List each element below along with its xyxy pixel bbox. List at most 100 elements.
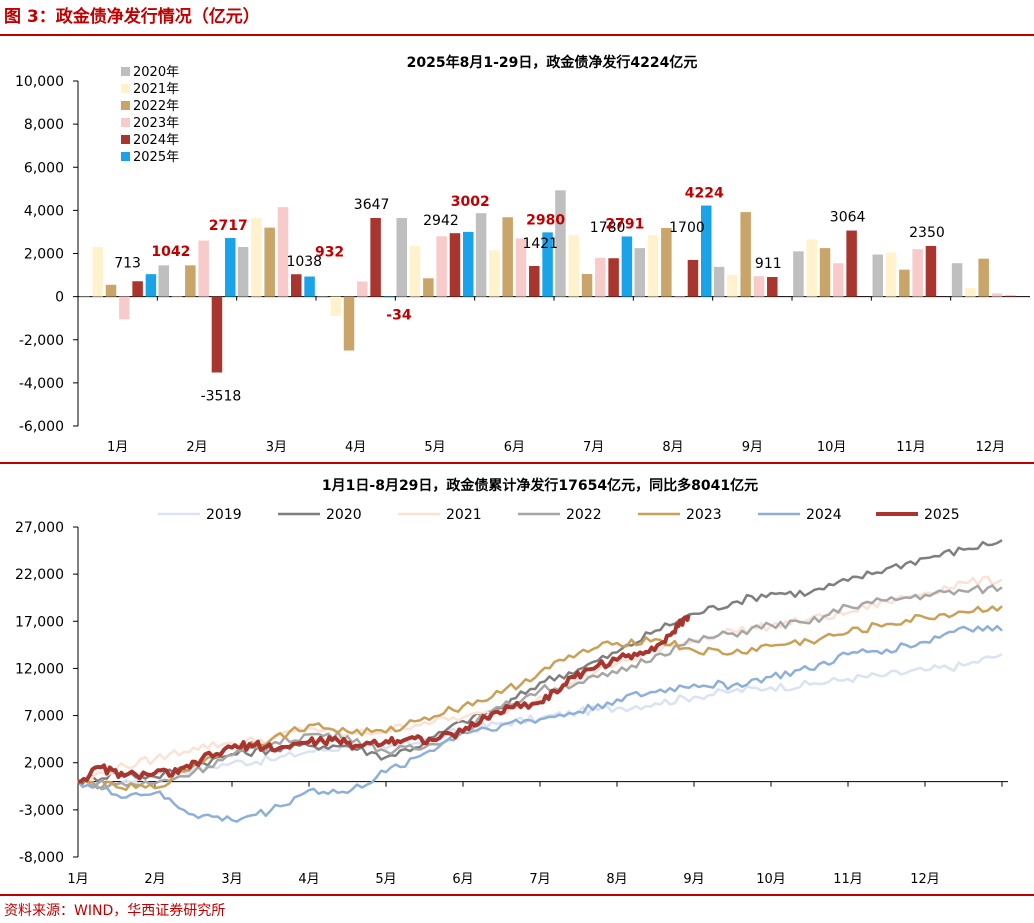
legend-swatch — [121, 84, 130, 93]
y-tick-label: -3,000 — [19, 803, 64, 819]
legend-label: 2022 — [566, 507, 602, 523]
y-tick-label: 2,000 — [24, 756, 64, 772]
bottom-rule — [0, 894, 1034, 896]
bar — [409, 245, 421, 297]
bar — [211, 296, 223, 373]
bar — [237, 247, 249, 297]
data-label-2025: 4224 — [685, 186, 724, 202]
bar — [449, 233, 461, 297]
legend-label: 2023 — [686, 507, 722, 523]
x-tick-label: 2月 — [144, 872, 165, 887]
x-tick-label: 6月 — [504, 440, 525, 455]
legend-swatch — [121, 67, 130, 76]
y-tick-label: 7,000 — [24, 709, 64, 725]
bar — [621, 236, 633, 297]
bar — [225, 238, 236, 297]
series-line — [77, 614, 691, 784]
bar — [185, 265, 196, 297]
bar — [542, 232, 553, 297]
line-chart-title: 1月1日-8月29日，政金债累计净发行17654亿元，同比多8041亿元 — [322, 477, 758, 494]
data-label-2025: 1042 — [151, 244, 190, 260]
x-tick-label: 3月 — [221, 872, 242, 887]
bar — [965, 288, 976, 297]
x-tick-label: 3月 — [266, 440, 287, 455]
bar — [502, 217, 513, 297]
legend-label: 2020 — [326, 507, 362, 523]
bar — [793, 251, 804, 297]
bar — [951, 263, 963, 297]
legend-label: 2024年 — [133, 133, 179, 148]
y-tick-label: 27,000 — [15, 520, 64, 536]
bar — [383, 296, 395, 298]
data-label-2025: 2980 — [526, 212, 565, 228]
y-tick-label: 8,000 — [24, 117, 64, 133]
figure-title: 图 3：政金债净发行情况（亿元） — [4, 7, 260, 27]
bar — [713, 266, 725, 297]
bar — [687, 259, 699, 297]
bar — [515, 238, 527, 297]
series-line — [77, 624, 1003, 823]
data-label-2025: 3002 — [451, 194, 490, 210]
bar — [595, 257, 606, 297]
y-tick-label: 6,000 — [24, 160, 64, 176]
bar — [833, 263, 844, 297]
data-label-2025: 932 — [315, 245, 344, 261]
bar — [608, 258, 619, 297]
x-tick-label: 7月 — [583, 440, 604, 455]
y-tick-label: 17,000 — [15, 614, 64, 630]
x-tick-label: 10月 — [817, 440, 847, 455]
bar — [701, 205, 712, 297]
bar — [317, 296, 328, 298]
legend-label: 2021 — [446, 507, 482, 523]
data-label-2024: 2350 — [909, 225, 945, 241]
x-tick-label: 6月 — [452, 872, 473, 887]
y-tick-label: -4,000 — [19, 376, 64, 392]
y-tick-label: -8,000 — [19, 850, 64, 866]
bar — [79, 296, 90, 298]
legend-label: 2025年 — [133, 150, 179, 165]
x-tick-label: 2月 — [186, 440, 207, 455]
bar — [753, 276, 765, 297]
bar — [899, 269, 910, 297]
data-label-2025: 2791 — [605, 216, 644, 232]
data-label-2024: -3518 — [201, 388, 242, 404]
x-tick-label: 11月 — [833, 872, 863, 887]
data-label-2024: 3647 — [354, 197, 390, 213]
x-tick-label: 8月 — [662, 440, 683, 455]
legend-swatch — [121, 118, 130, 127]
x-tick-label: 1月 — [107, 440, 128, 455]
x-tick-label: 12月 — [976, 440, 1006, 455]
bar — [171, 296, 183, 298]
bar — [105, 284, 117, 297]
data-label-2024: 3064 — [830, 210, 866, 226]
x-tick-label: 4月 — [345, 440, 366, 455]
bar — [264, 227, 275, 297]
y-tick-label: 22,000 — [15, 567, 64, 583]
data-label-2024: 2942 — [423, 213, 459, 229]
bar — [423, 278, 434, 297]
bar-chart-title: 2025年8月1-29日，政金债净发行4224亿元 — [407, 54, 698, 71]
bar — [330, 296, 341, 317]
x-tick-label: 5月 — [375, 872, 396, 887]
bar — [674, 296, 685, 299]
bar — [370, 217, 381, 297]
legend-label: 2023年 — [133, 116, 179, 131]
bar — [727, 275, 738, 297]
bar — [991, 293, 1003, 297]
bar — [92, 247, 103, 297]
data-label-2024: 1421 — [522, 236, 558, 252]
x-tick-label: 5月 — [424, 440, 445, 455]
legend-swatch — [121, 135, 130, 144]
source-note: 资料来源：WIND，华西证券研究所 — [4, 903, 226, 919]
y-tick-label: 12,000 — [15, 661, 64, 677]
bar — [304, 276, 315, 297]
top-rule — [0, 34, 1034, 36]
data-label-2025: 2717 — [209, 218, 248, 234]
bar — [634, 248, 645, 297]
legend-label: 2024 — [806, 507, 842, 523]
bar — [489, 250, 500, 297]
bar — [647, 235, 659, 297]
bar — [198, 240, 209, 297]
bar — [568, 235, 579, 297]
bar — [1005, 295, 1016, 297]
